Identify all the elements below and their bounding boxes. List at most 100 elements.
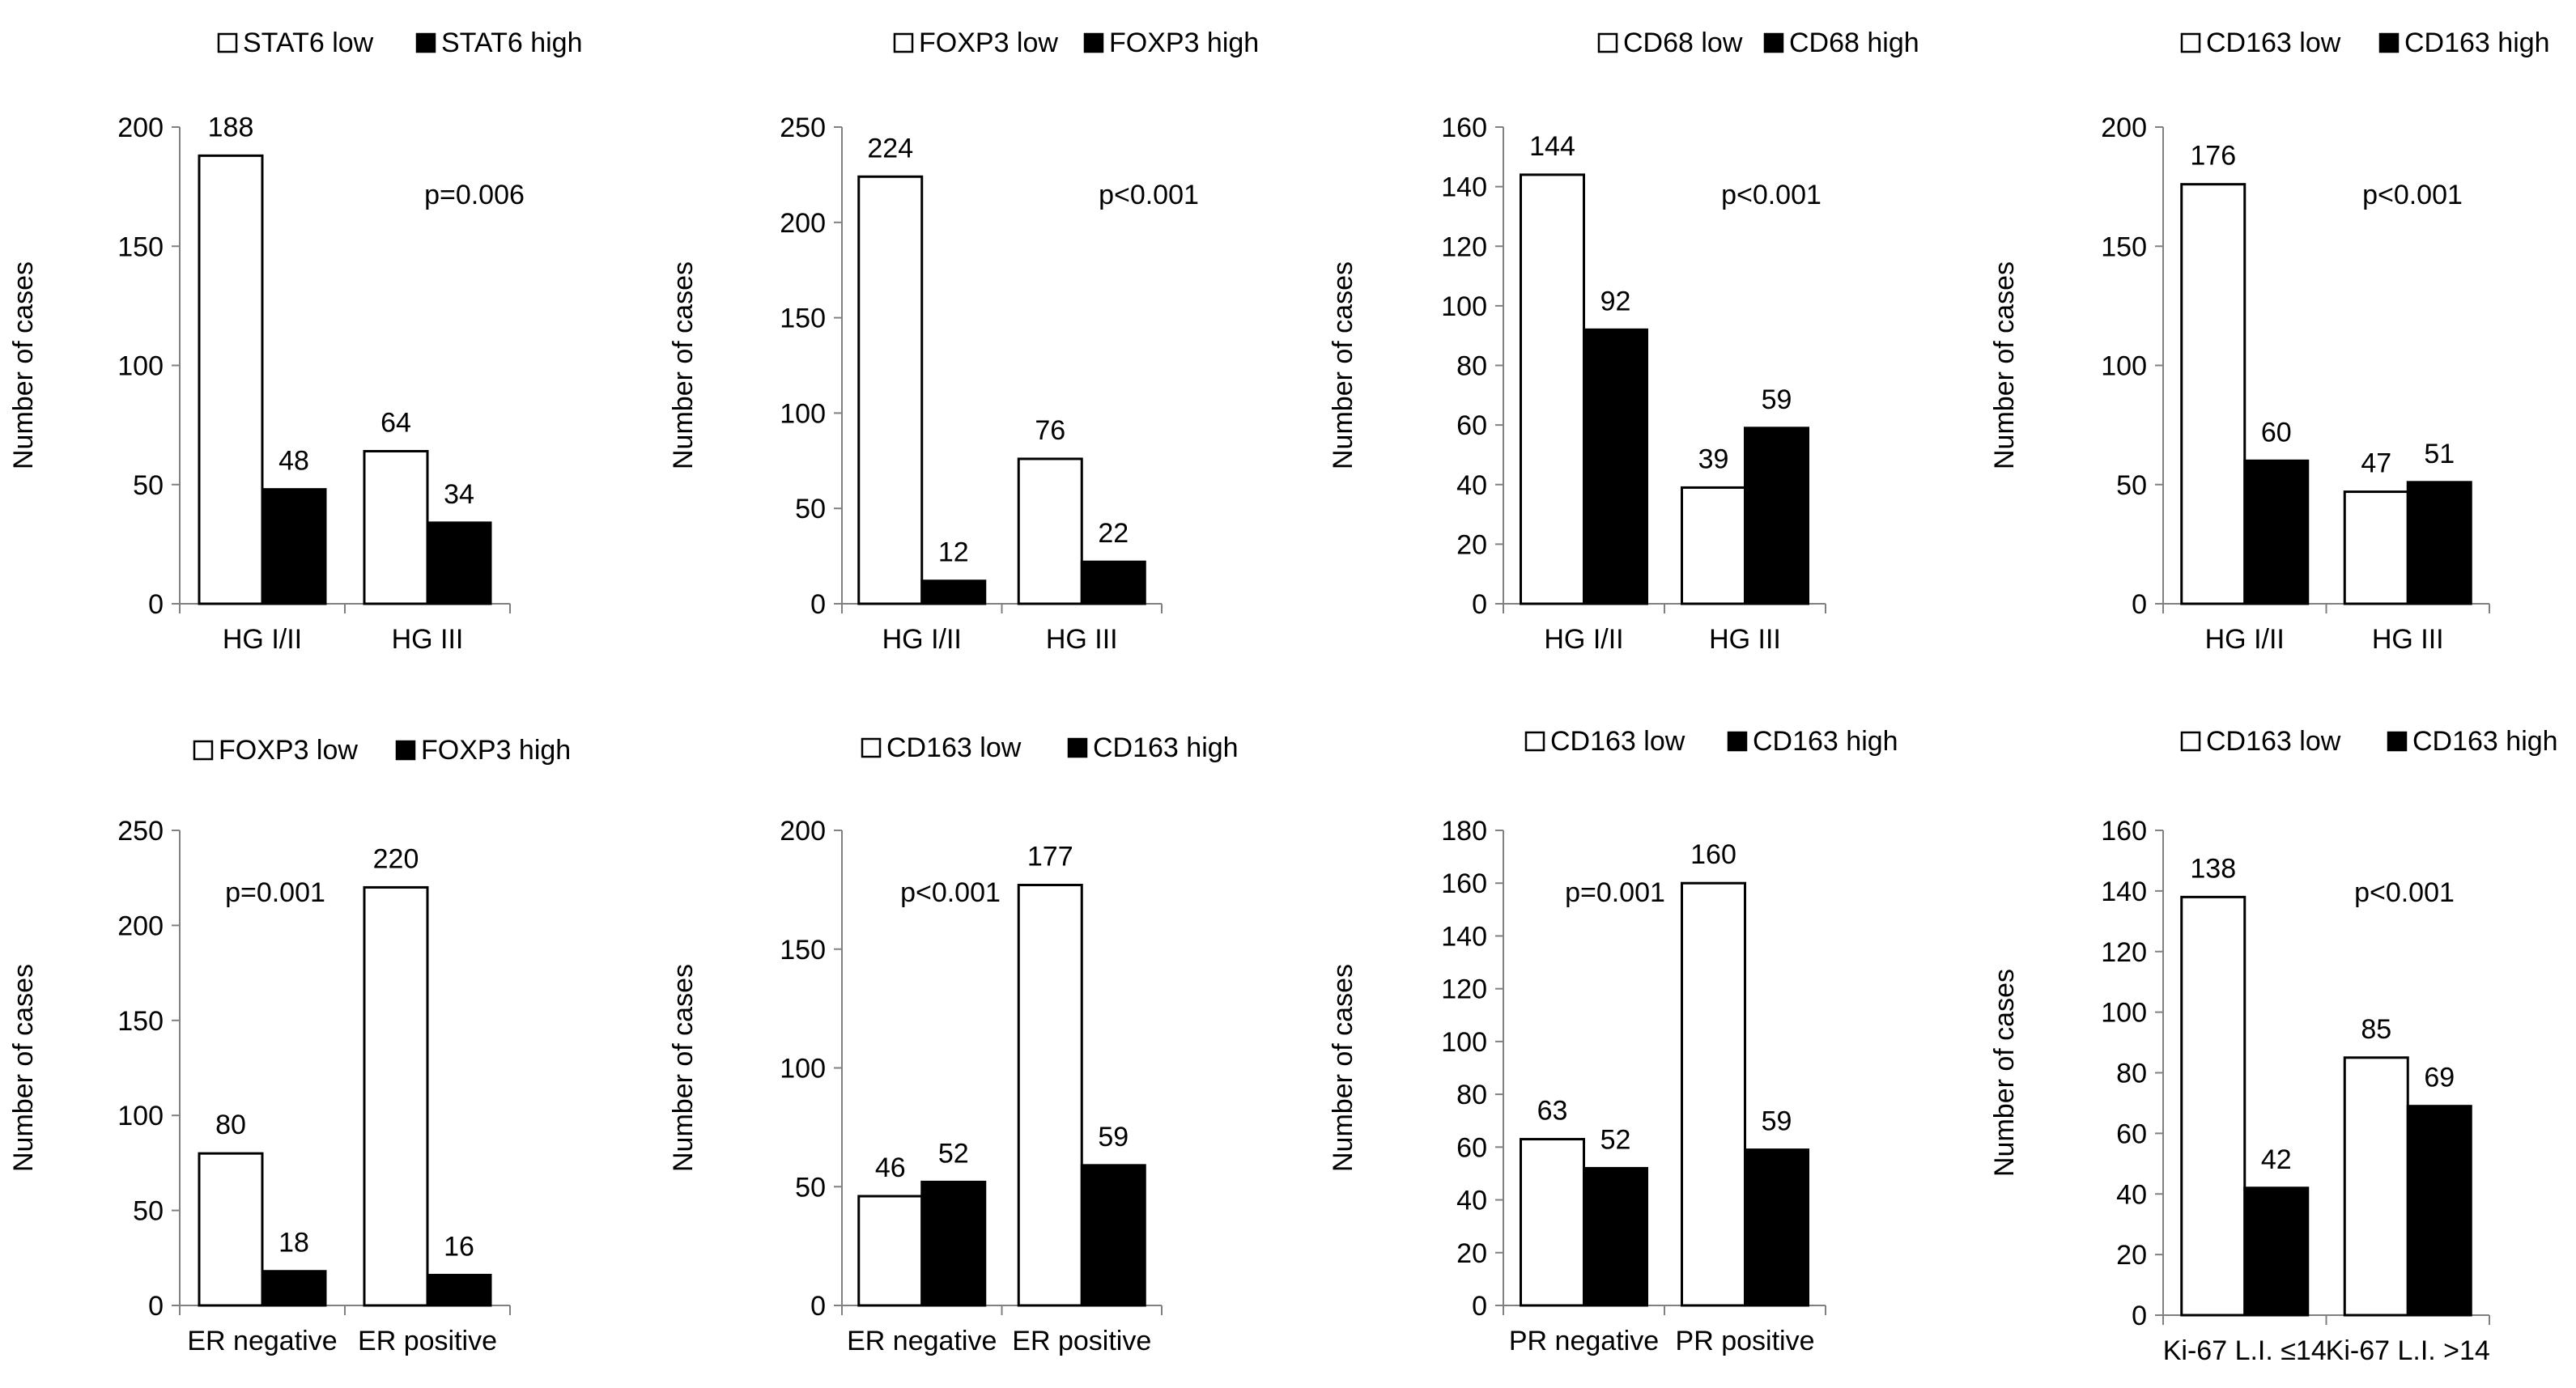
- bar-low: [198, 154, 264, 605]
- bar-value-label: 188: [208, 112, 254, 142]
- y-tick-label: 200: [780, 816, 826, 847]
- legend-swatch-low: [1524, 731, 1545, 752]
- y-tick-label: 200: [2101, 112, 2147, 143]
- y-tick-label: 100: [2101, 351, 2147, 382]
- p-value-annotation: p=0.006: [424, 180, 525, 210]
- bar-value-label: 22: [1098, 518, 1129, 549]
- chart-panel: 0 50 100 150 200 250 224 12 HG I/II 76 22 HG III Num…: [668, 28, 1259, 655]
- y-tick-label: 0: [148, 1291, 164, 1322]
- bar-value-label: 60: [2261, 417, 2292, 448]
- bar-low: [363, 450, 429, 605]
- bar-high: [1744, 427, 1809, 605]
- bar-value-label: 64: [380, 408, 411, 439]
- bar-value-label: 47: [2361, 448, 2391, 479]
- bar-low: [2343, 1056, 2409, 1317]
- legend-swatch-high: [415, 32, 436, 53]
- y-axis-title: Number of cases: [1989, 261, 2020, 469]
- chart-panel: 0 20 40 60 80 100 120 140 160 144 92 HG I/II 39 59 HG …: [1328, 28, 1919, 655]
- legend-label: CD163 high: [1093, 732, 1239, 763]
- legend-swatch-low: [2180, 32, 2201, 53]
- y-tick-label: 160: [1441, 868, 1487, 899]
- p-value-annotation: p<0.001: [1099, 180, 1199, 210]
- x-category-label: ER positive: [1012, 1326, 1151, 1356]
- x-category-label: ER negative: [187, 1326, 337, 1356]
- legend-label: CD163 low: [886, 732, 1022, 763]
- y-tick-label: 120: [2101, 937, 2147, 968]
- x-category-label: Ki-67 L.I. ≤14: [2163, 1335, 2327, 1366]
- y-tick-label: 200: [780, 208, 826, 239]
- bar-high: [1583, 1166, 1648, 1307]
- legend: FOXP3 low FOXP3 high: [193, 735, 571, 766]
- y-tick-label: 150: [117, 1006, 164, 1037]
- legend-swatch-high: [1727, 731, 1748, 752]
- bar-value-label: 92: [1600, 286, 1631, 316]
- legend: CD163 low CD163 high: [861, 732, 1239, 763]
- legend-swatch-low: [217, 32, 238, 53]
- legend-label: CD163 low: [2206, 726, 2341, 757]
- y-tick-label: 150: [780, 935, 826, 966]
- x-category-label: HG III: [1709, 624, 1781, 655]
- legend-swatch-high: [2378, 32, 2400, 53]
- bar-low: [198, 1152, 264, 1307]
- bar-low: [2343, 490, 2409, 605]
- y-tick-label: 100: [117, 351, 164, 382]
- legend-label: CD163 high: [2404, 28, 2550, 58]
- legend-swatch-low: [2180, 731, 2201, 752]
- legend-label: STAT6 high: [441, 28, 582, 58]
- bar-value-label: 76: [1035, 415, 1065, 446]
- y-tick-label: 140: [2101, 877, 2147, 907]
- chart-panel: 0 50 100 150 200 46 52 ER negative 177 59 ER posit…: [668, 732, 1239, 1356]
- bar-high: [426, 1273, 492, 1307]
- p-value-annotation: p<0.001: [1721, 180, 1821, 210]
- legend-label: CD163 high: [2412, 726, 2558, 757]
- bar-value-label: 144: [1529, 131, 1575, 162]
- chart-panel: 0 50 100 150 200 176 60 HG I/II 47 51 HG III Number…: [1989, 28, 2550, 655]
- y-tick-label: 100: [2101, 998, 2147, 1029]
- bar-value-label: 59: [1098, 1122, 1129, 1152]
- bar-value-label: 138: [2190, 853, 2236, 884]
- x-category-label: HG I/II: [1544, 624, 1623, 655]
- bar-low: [2180, 895, 2247, 1317]
- x-category-label: HG I/II: [882, 624, 962, 655]
- legend-swatch-low: [861, 737, 882, 758]
- bar-value-label: 224: [867, 133, 913, 163]
- bar-value-label: 59: [1762, 1106, 1792, 1137]
- y-tick-label: 80: [1456, 1080, 1487, 1110]
- legend-label: FOXP3 high: [421, 735, 571, 766]
- legend-label: FOXP3 low: [219, 735, 358, 766]
- y-axis-title: Number of cases: [1328, 964, 1358, 1172]
- x-category-label: HG I/II: [223, 624, 302, 655]
- y-tick-label: 50: [795, 1172, 826, 1203]
- bar-value-label: 42: [2261, 1144, 2292, 1175]
- bar-value-label: 160: [1690, 839, 1736, 870]
- legend-label: FOXP3 high: [1109, 28, 1259, 58]
- y-tick-label: 120: [1441, 231, 1487, 262]
- bar-high: [2243, 459, 2310, 605]
- y-tick-label: 40: [1456, 470, 1487, 501]
- bar-value-label: 18: [278, 1228, 309, 1259]
- y-tick-label: 20: [1456, 529, 1487, 560]
- y-axis-title: Number of cases: [668, 964, 699, 1172]
- bar-value-label: 52: [1600, 1124, 1631, 1155]
- x-category-label: HG III: [2372, 624, 2444, 655]
- legend: CD163 low CD163 high: [2180, 726, 2558, 757]
- bar-value-label: 12: [938, 537, 969, 568]
- bar-low: [1017, 884, 1083, 1307]
- y-axis-title: Number of cases: [1989, 969, 2020, 1177]
- y-tick-label: 140: [1441, 921, 1487, 952]
- y-tick-label: 160: [1441, 112, 1487, 143]
- legend: CD68 low CD68 high: [1597, 28, 1919, 58]
- bar-high: [426, 521, 492, 605]
- y-tick-label: 40: [1456, 1186, 1487, 1216]
- y-tick-label: 40: [2116, 1179, 2147, 1210]
- y-tick-label: 100: [780, 398, 826, 429]
- y-tick-label: 60: [2116, 1118, 2147, 1149]
- legend-swatch-high: [1083, 32, 1104, 53]
- bar-low: [363, 885, 429, 1307]
- bar-high: [1080, 560, 1146, 605]
- y-tick-label: 180: [1441, 816, 1487, 847]
- legend-swatch-high: [1763, 32, 1784, 53]
- y-tick-label: 100: [1441, 1027, 1487, 1058]
- bar-high: [1583, 328, 1648, 605]
